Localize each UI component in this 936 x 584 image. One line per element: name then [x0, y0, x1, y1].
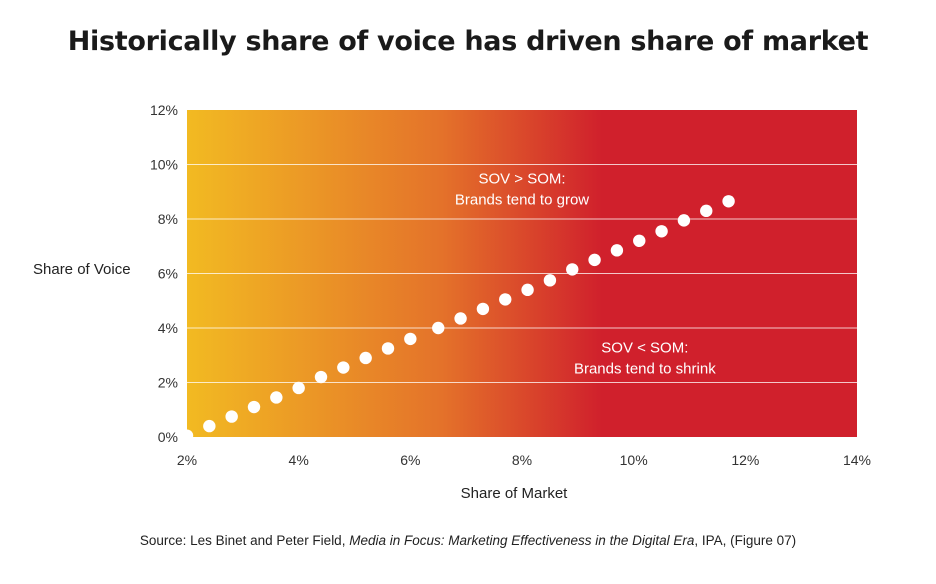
annotation-line: Brands tend to grow [455, 192, 589, 209]
data-point [722, 195, 735, 208]
x-tick-label: 2% [177, 452, 197, 468]
data-point [454, 312, 467, 325]
annotation-line: Brands tend to shrink [574, 361, 716, 378]
data-point [610, 244, 624, 257]
data-point [359, 351, 372, 365]
x-axis-label: Share of Market [461, 485, 569, 502]
x-tick-label: 6% [400, 452, 420, 468]
x-tick-label: 10% [620, 452, 648, 468]
y-tick-label: 8% [158, 211, 178, 227]
data-point [588, 253, 601, 267]
data-point [566, 263, 579, 276]
annotation-line: SOV < SOM: [601, 340, 688, 357]
annotation-line: SOV > SOM: [478, 171, 565, 188]
source-prefix: Source: Les Binet and Peter Field, [139, 533, 350, 548]
y-tick-label: 6% [158, 266, 178, 282]
data-point [655, 225, 668, 238]
data-point [521, 283, 534, 297]
y-tick-label: 2% [158, 375, 178, 391]
data-point [432, 321, 445, 335]
x-tick-label: 12% [731, 452, 759, 468]
data-point [404, 332, 417, 346]
x-tick-label: 8% [512, 452, 532, 468]
data-point [337, 361, 350, 374]
y-axis-label: Share of Voice [33, 261, 131, 278]
chart-title: Historically share of voice has driven s… [67, 26, 869, 57]
y-axis-ticks: 0% 2% 4% 6% 8% 10% 12% [150, 102, 178, 445]
annotation-text: SOV > SOM: Brands tend to grow [455, 171, 589, 209]
data-point [499, 293, 512, 306]
data-point [180, 429, 194, 442]
data-point [543, 274, 557, 287]
source-suffix: , IPA, (Figure 07) [694, 533, 797, 548]
y-tick-label: 4% [158, 320, 178, 336]
data-point [476, 302, 490, 316]
data-point [381, 342, 395, 355]
data-point [314, 370, 328, 384]
x-tick-label: 4% [289, 452, 309, 468]
x-tick-label: 14% [843, 452, 871, 468]
x-axis-ticks: 2% 4% 6% 8% 10% 12% 14% [177, 452, 871, 468]
data-point [700, 204, 713, 218]
data-points [180, 195, 735, 442]
y-tick-label: 12% [150, 102, 178, 118]
source-note: Source: Les Binet and Peter Field, Media… [0, 533, 936, 548]
data-point [292, 381, 305, 395]
data-point [270, 391, 283, 404]
data-point [633, 234, 646, 247]
data-point [203, 419, 216, 433]
data-point [677, 214, 691, 227]
source-title: Media in Focus: Marketing Effectiveness … [349, 533, 695, 548]
annotations: SOV > SOM: Brands tend to grow SOV < SOM: B… [455, 171, 716, 378]
y-tick-label: 10% [150, 157, 178, 173]
data-point [225, 410, 238, 423]
data-point [247, 400, 261, 414]
annotation-text: SOV < SOM: Brands tend to shrink [574, 340, 716, 378]
y-tick-label: 0% [158, 429, 178, 445]
